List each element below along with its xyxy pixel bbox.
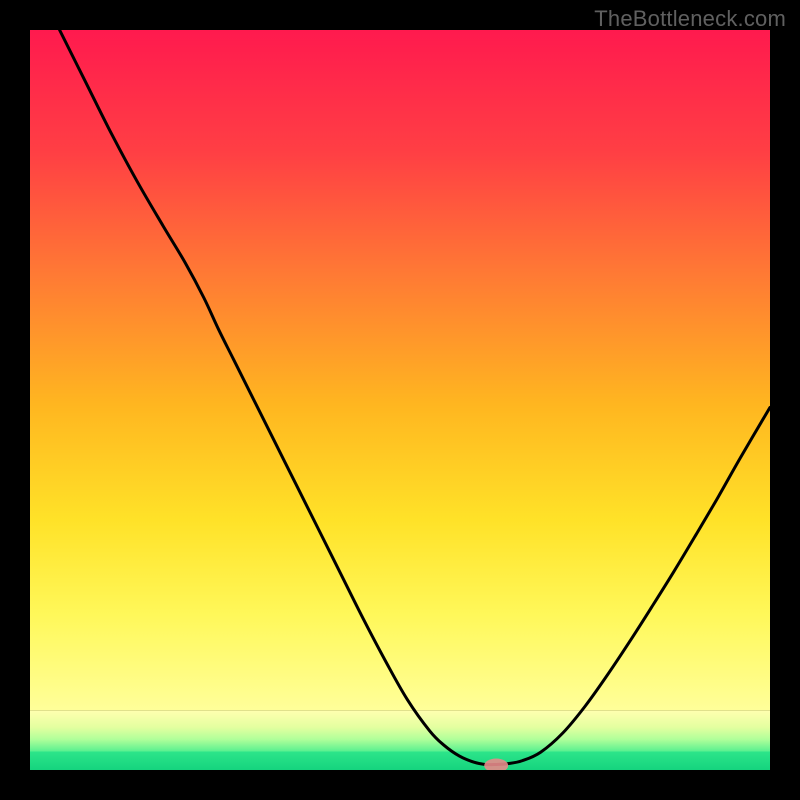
bottleneck-curve-chart bbox=[30, 30, 770, 770]
gradient-band-0 bbox=[30, 30, 770, 711]
plot-frame bbox=[30, 30, 770, 770]
watermark-text: TheBottleneck.com bbox=[594, 6, 786, 32]
gradient-band-1 bbox=[30, 711, 770, 752]
gradient-band-2 bbox=[30, 752, 770, 771]
